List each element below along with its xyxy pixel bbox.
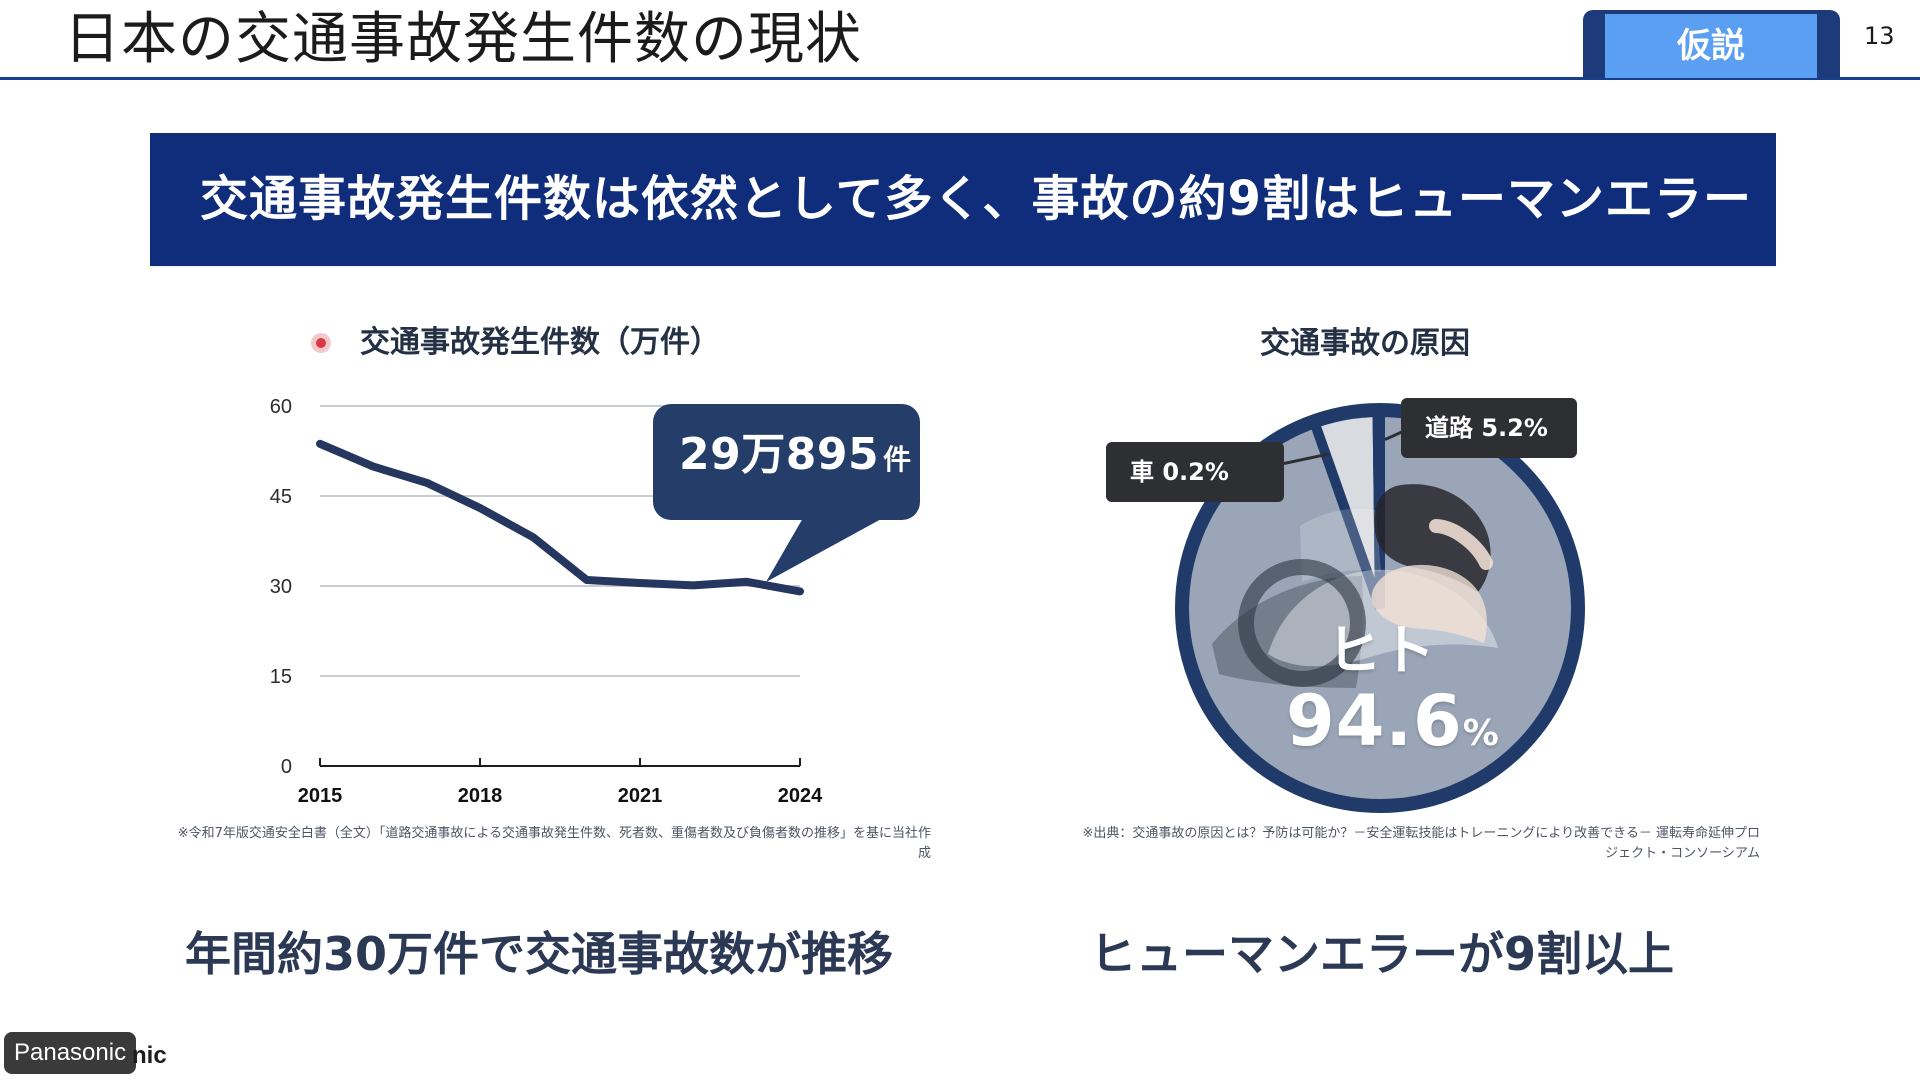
headline-text: 交通事故発生件数は依然として多く、事故の約9割はヒューマンエラー	[200, 171, 1752, 227]
legend-label: 交通事故発生件数（万件）	[360, 325, 720, 360]
pie-outline	[1175, 403, 1585, 813]
series-line	[316, 439, 804, 596]
headline-band	[150, 133, 1776, 266]
human-cause-name: ヒト	[1327, 619, 1435, 682]
callout-unit: 件	[883, 443, 912, 476]
human-cause-label: ヒト 94.6%	[1286, 619, 1499, 773]
page-title: 日本の交通事故発生件数の現状	[64, 7, 862, 72]
y-tick-label-1: 15	[270, 666, 292, 688]
title-bar	[0, 0, 1920, 80]
brand-name: Panasonic	[14, 1039, 127, 1066]
latest-count-callout: 29万895 件	[653, 404, 920, 520]
x-tick-label-0: 2015	[298, 785, 343, 807]
y-tick-label-0: 0	[281, 756, 292, 778]
page-number: 13	[1864, 22, 1895, 50]
car-cause-badge: 車 0.2%	[1106, 442, 1284, 502]
left-source-note: ※令和7年版交通安全白書（全文）「道路交通事故による交通事故発生件数、死者数、重…	[177, 826, 931, 861]
human-cause-value: 94.6%	[1286, 680, 1499, 773]
pie-title: 交通事故の原因	[1260, 326, 1470, 361]
y-tick-label-3: 45	[270, 486, 292, 508]
x-tick-label-1: 2018	[458, 785, 503, 807]
hypothesis-tag: 仮説	[1605, 14, 1817, 78]
left-summary: 年間約30万件で交通事故数が推移	[185, 927, 894, 981]
person-hair	[1374, 484, 1491, 592]
x-tick-label-3: 2024	[778, 785, 823, 807]
dashboard-shadow	[1212, 576, 1363, 688]
pie-chart	[1170, 398, 1590, 818]
right-summary: ヒューマンエラーが9割以上	[1090, 927, 1675, 981]
road-cause-badge: 道路 5.2%	[1401, 398, 1577, 458]
y-tick-label-2: 30	[270, 576, 292, 598]
pie-chart-svg	[1175, 403, 1585, 813]
right-source-note: ※出典：交通事故の原因とは？予防は可能か？－安全運転技能はトレーニングにより改善…	[1082, 826, 1760, 861]
human-cause-number: 94.6	[1286, 680, 1463, 762]
line-chart-legend: 交通事故発生件数（万件）	[316, 323, 720, 363]
legend-marker	[316, 338, 326, 348]
person-face	[1371, 564, 1487, 643]
callout-value: 29万895	[679, 429, 880, 480]
brand-suffix: nic	[132, 1042, 167, 1069]
human-cause-percent-sign: %	[1462, 713, 1500, 754]
steering-wheel	[1238, 559, 1366, 687]
person-hand	[1429, 519, 1493, 570]
x-tick-label-2: 2021	[618, 785, 663, 807]
brand-chip: Panasonic	[4, 1032, 137, 1074]
y-tick-label-4: 60	[270, 396, 292, 418]
